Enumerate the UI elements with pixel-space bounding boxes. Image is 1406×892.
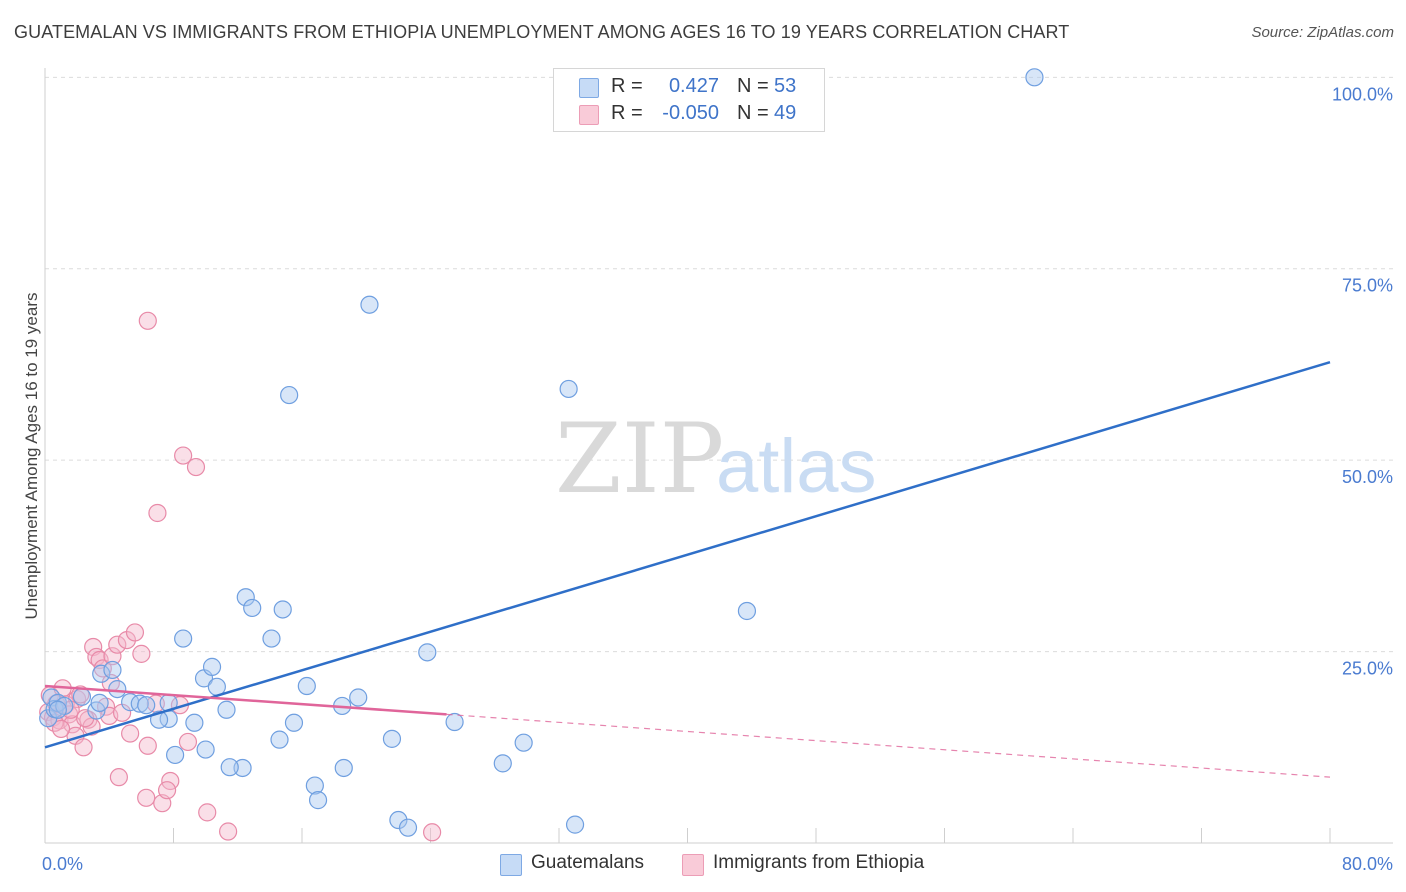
guatemalan-point [737, 601, 757, 621]
guatemalan-point [217, 700, 236, 719]
ethiopia-point [51, 719, 71, 739]
guatemalan-point [236, 588, 255, 607]
guatemalan-point [389, 810, 408, 830]
ethiopia-point [138, 736, 157, 755]
guatemalan-point [72, 687, 92, 706]
guatemalan-trendline [44, 360, 1331, 749]
guatemalan-point [48, 700, 67, 719]
ethiopia-point [219, 822, 238, 841]
guatemalan-point [1025, 68, 1044, 87]
legend-swatch-pink [682, 854, 704, 876]
y-tick-label: 25.0% [1342, 659, 1393, 679]
guatemalan-point [196, 740, 215, 759]
ethiopia-point [108, 635, 127, 654]
guatemalan-point [280, 385, 299, 405]
ethiopia-point [121, 724, 140, 743]
legend-n-value: 49 [774, 102, 797, 124]
grid-lines [45, 76, 1393, 653]
watermark: ZIP atlas [555, 403, 877, 515]
ethiopia-point [174, 446, 193, 465]
ethiopia-point [198, 803, 217, 822]
legend-r-label: R = [611, 75, 643, 97]
ethiopia-point [186, 457, 206, 477]
trendlines [44, 360, 1331, 778]
x-tick-label: 0.0% [42, 854, 83, 874]
guatemalan-point [514, 733, 533, 752]
ethiopia-point [103, 647, 122, 666]
guatemalan-point [305, 776, 324, 795]
guatemalan-point [382, 729, 402, 748]
ethiopia-point [132, 644, 151, 663]
legend-row-ethiopia: R = -0.050 N = 49 [554, 101, 824, 127]
guatemalan-point [108, 679, 127, 699]
x-tick-label: 80.0% [1342, 854, 1393, 874]
y-tick-label: 100.0% [1332, 84, 1393, 104]
series-legend: Guatemalans Immigrants from Ethiopia [0, 852, 1406, 878]
guatemalan-point [565, 815, 585, 834]
legend-row-guatemalans: R = 0.427 N = 53 [554, 74, 824, 100]
watermark-zip: ZIP [555, 403, 724, 515]
ethiopia-point [423, 823, 442, 842]
chart-title: GUATEMALAN VS IMMIGRANTS FROM ETHIOPIA U… [14, 22, 1070, 42]
guatemalan-point [166, 745, 185, 765]
watermark-atlas: atlas [716, 424, 877, 509]
legend-n-value: 53 [774, 75, 797, 97]
guatemalan-point [273, 600, 292, 619]
legend-swatch-pink [579, 105, 599, 125]
source-credit: Source: ZipAtlas.com [1251, 24, 1394, 41]
y-tick-label: 50.0% [1342, 467, 1393, 487]
guatemalan-point [174, 629, 193, 648]
guatemalan-point [360, 295, 379, 314]
guatemalan-point [243, 598, 262, 618]
ethiopia-point [87, 647, 106, 667]
guatemalan-point [349, 688, 368, 707]
guatemalan-point [130, 694, 149, 713]
ethiopia-trendline-extension [446, 713, 1331, 778]
guatemalan-point [334, 758, 353, 778]
guatemalan-point [220, 758, 239, 777]
guatemalan-point [445, 712, 464, 732]
guatemalan-point [559, 379, 578, 399]
guatemalan-point [185, 713, 204, 732]
guatemalan-point [262, 629, 281, 648]
tick-labels: 25.0% 50.0% 75.0% 100.0% 0.0% 80.0% [42, 84, 1393, 874]
legend-n-label: N = [737, 75, 769, 97]
guatemalan-point [493, 754, 512, 773]
y-tick-label: 75.0% [1342, 276, 1393, 296]
ethiopia-points [39, 311, 442, 842]
guatemalan-point [233, 758, 252, 778]
ethiopia-point [178, 732, 198, 752]
guatemalan-point [308, 791, 328, 810]
guatemalan-point [270, 730, 289, 749]
ethiopia-point [157, 781, 177, 800]
guatemalan-point [284, 713, 304, 732]
ethiopia-point [125, 623, 145, 642]
legend-label-ethiopia: Immigrants from Ethiopia [713, 852, 925, 873]
guatemalan-point [103, 660, 122, 680]
guatemalan-point [398, 818, 418, 837]
legend-r-value: 0.427 [668, 75, 719, 97]
ethiopia-point [74, 738, 93, 757]
legend-r-label: R = [611, 102, 643, 124]
guatemalan-point [90, 693, 109, 712]
ethiopia-point [137, 788, 156, 807]
guatemalan-point [202, 657, 222, 676]
y-axis-label: Unemployment Among Ages 16 to 19 years [22, 293, 41, 620]
legend-swatch-blue [500, 854, 522, 876]
guatemalan-point [418, 643, 437, 662]
guatemalan-point [297, 676, 316, 696]
guatemalan-point [92, 664, 111, 683]
ethiopia-point [109, 768, 128, 787]
correlation-legend: R = 0.427 N = 53 R = -0.050 N = 49 [553, 68, 825, 132]
legend-n-label: N = [737, 102, 769, 124]
legend-swatch-blue [579, 78, 599, 98]
ethiopia-point [148, 503, 167, 523]
ethiopia-point [138, 311, 157, 330]
legend-r-value: -0.050 [662, 102, 719, 124]
legend-label-guatemalans: Guatemalans [531, 852, 645, 873]
guatemalan-points [39, 68, 1044, 837]
guatemalan-point [137, 696, 156, 715]
ethiopia-trendline [44, 684, 447, 716]
